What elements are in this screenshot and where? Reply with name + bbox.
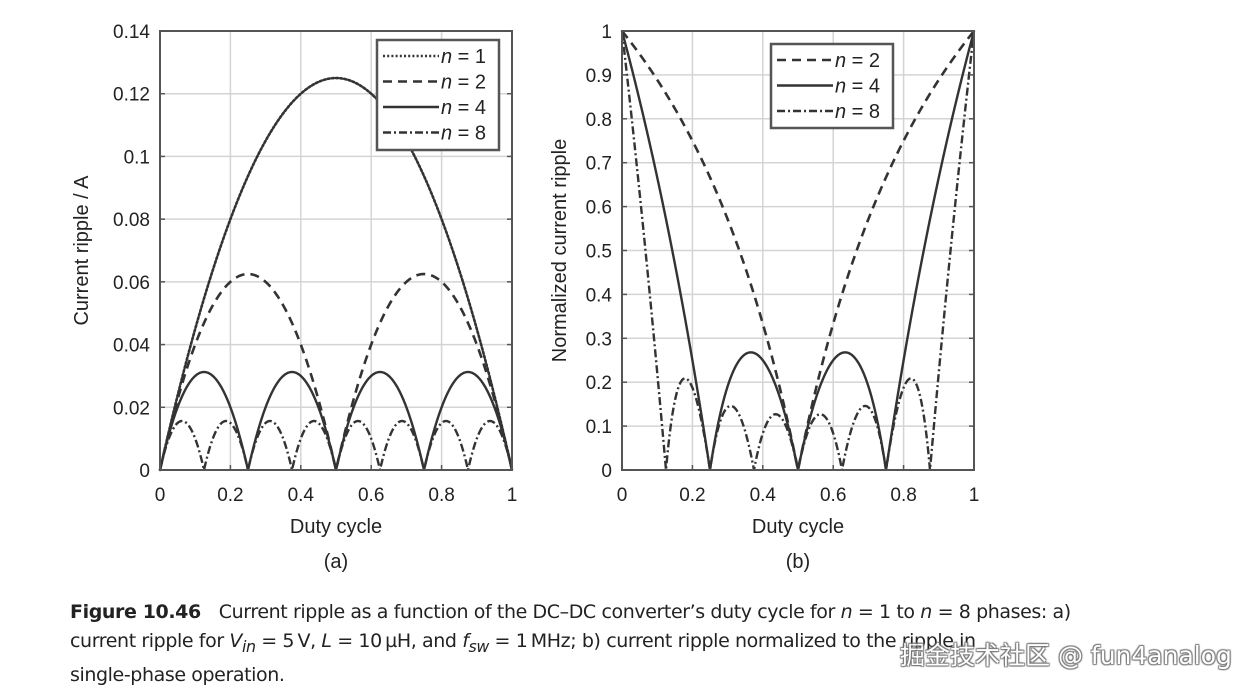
caption-eq-1: = 1 to xyxy=(852,601,921,623)
y-ticks-a: 0 0.02 0.04 0.06 0.08 0.1 0.12 0.14 xyxy=(113,22,512,482)
legend-label-n4: n = 4 xyxy=(835,76,880,98)
x-tick-label: 0.8 xyxy=(428,485,454,506)
caption-f-sub: sw xyxy=(468,636,490,656)
x-ticks-a: 0 0.2 0.4 0.6 0.8 1 xyxy=(155,465,518,506)
y-tick-label: 1 xyxy=(601,22,612,43)
series-line-n4 xyxy=(158,370,514,471)
x-axis-label-a: Duty cycle xyxy=(290,516,382,538)
x-ticks-b: 0 0.2 0.4 0.6 0.8 1 xyxy=(617,465,980,506)
legend-label-n8: n = 8 xyxy=(835,101,880,123)
y-tick-label: 0.4 xyxy=(586,285,613,306)
figure-caption: Figure 10.46 Current ripple as a function… xyxy=(70,598,1230,689)
x-tick-label: 1 xyxy=(507,485,518,506)
x-tick-label: 0.8 xyxy=(890,485,916,506)
caption-text-2c: = 10 µH, and xyxy=(331,629,463,652)
y-tick-label: 0 xyxy=(601,461,612,482)
x-tick-label: 0.4 xyxy=(750,485,777,506)
x-tick-label: 0.4 xyxy=(288,485,315,506)
x-axis-label-b: Duty cycle xyxy=(752,516,844,538)
chart-panel-a: 00.020.040.060.080.10.120.14 0 0.2 0.4 0.6 0… xyxy=(71,22,517,573)
legend-b: n = 2 n = 4 n = 8 xyxy=(769,42,895,130)
y-axis-label-b: Normalized current ripple xyxy=(549,139,571,362)
y-tick-label: 0.02 xyxy=(113,398,150,419)
series-line-n8 xyxy=(158,419,514,471)
x-tick-label: 1 xyxy=(969,485,980,506)
series-line-n1 xyxy=(158,76,514,472)
caption-l-symbol: L xyxy=(321,629,332,652)
y-ticks-b: 0 0.1 0.2 0.3 0.4 0.5 0.6 0.7 0.8 0.9 1 xyxy=(586,22,974,482)
y-tick-label: 0.8 xyxy=(586,110,612,131)
y-tick-label: 0.3 xyxy=(586,329,612,350)
caption-text-2a: current ripple for xyxy=(70,629,230,652)
y-tick-label: 0.12 xyxy=(113,85,150,106)
caption-vin-sub: in xyxy=(241,636,256,656)
y-tick-label: 0.9 xyxy=(586,66,612,87)
caption-n-symbol-1: n xyxy=(840,601,853,623)
chart-panel-b: 0 0.1 0.2 0.3 0.4 0.5 0.6 0.7 0.8 0.9 1 0 0.2 0.4 0.6… xyxy=(549,22,979,573)
x-tick-label: 0 xyxy=(617,485,628,506)
legend-label-n1: n = 1 xyxy=(441,46,486,68)
y-tick-label: 0.04 xyxy=(113,336,150,357)
x-tick-label: 0.2 xyxy=(679,485,705,506)
legend-label-n8: n = 8 xyxy=(441,123,486,145)
x-tick-label: 0.2 xyxy=(217,485,243,506)
caption-eq-2: = 8 phases: a) xyxy=(931,601,1072,623)
x-tick-label: 0.6 xyxy=(820,485,846,506)
y-tick-label: 0.6 xyxy=(586,198,612,219)
y-tick-label: 0.08 xyxy=(113,210,150,231)
x-tick-label: 0.6 xyxy=(358,485,384,506)
y-tick-label: 0.14 xyxy=(113,22,150,43)
legend-label-n2: n = 2 xyxy=(441,72,486,94)
series-line-n2 xyxy=(620,30,976,471)
figure: 00.020.040.060.080.10.120.14 0 0.2 0.4 0.6 0… xyxy=(71,22,979,573)
legend-label-n4: n = 4 xyxy=(441,97,486,119)
y-tick-label: 0.2 xyxy=(586,373,612,394)
figure-number: Figure 10.46 xyxy=(70,601,201,623)
x-tick-label: 0 xyxy=(155,485,166,506)
panel-label-b: (b) xyxy=(786,551,810,573)
y-tick-label: 0.5 xyxy=(586,242,612,263)
y-axis-label-a: Current ripple / A xyxy=(71,175,93,326)
y-tick-label: 0.1 xyxy=(124,147,150,168)
caption-text-2d: = 1 MHz; b) current ripple normalized to… xyxy=(488,629,977,652)
caption-text-1: Current ripple as a function of the DC–D… xyxy=(218,601,841,623)
y-tick-label: 0.06 xyxy=(113,273,150,294)
caption-n-symbol-2: n xyxy=(920,601,932,623)
legend-a: n = 1 n = 2 n = 4 n = 8 xyxy=(375,38,501,152)
y-tick-label: 0 xyxy=(139,461,150,482)
series-line-n2 xyxy=(158,272,514,471)
caption-text-2b: = 5 V, xyxy=(255,629,322,652)
caption-text-3: single-phase operation. xyxy=(70,663,285,686)
plot-frame-a xyxy=(159,30,513,471)
legend-label-n2: n = 2 xyxy=(835,50,880,72)
y-tick-label: 0.1 xyxy=(586,417,612,438)
caption-f-symbol: f xyxy=(462,629,469,652)
y-tick-label: 0.7 xyxy=(586,154,612,175)
caption-vin-symbol: V xyxy=(229,629,242,652)
watermark: 掘金技术社区 @ fun4analog xyxy=(900,641,1232,670)
panel-label-a: (a) xyxy=(324,551,348,573)
